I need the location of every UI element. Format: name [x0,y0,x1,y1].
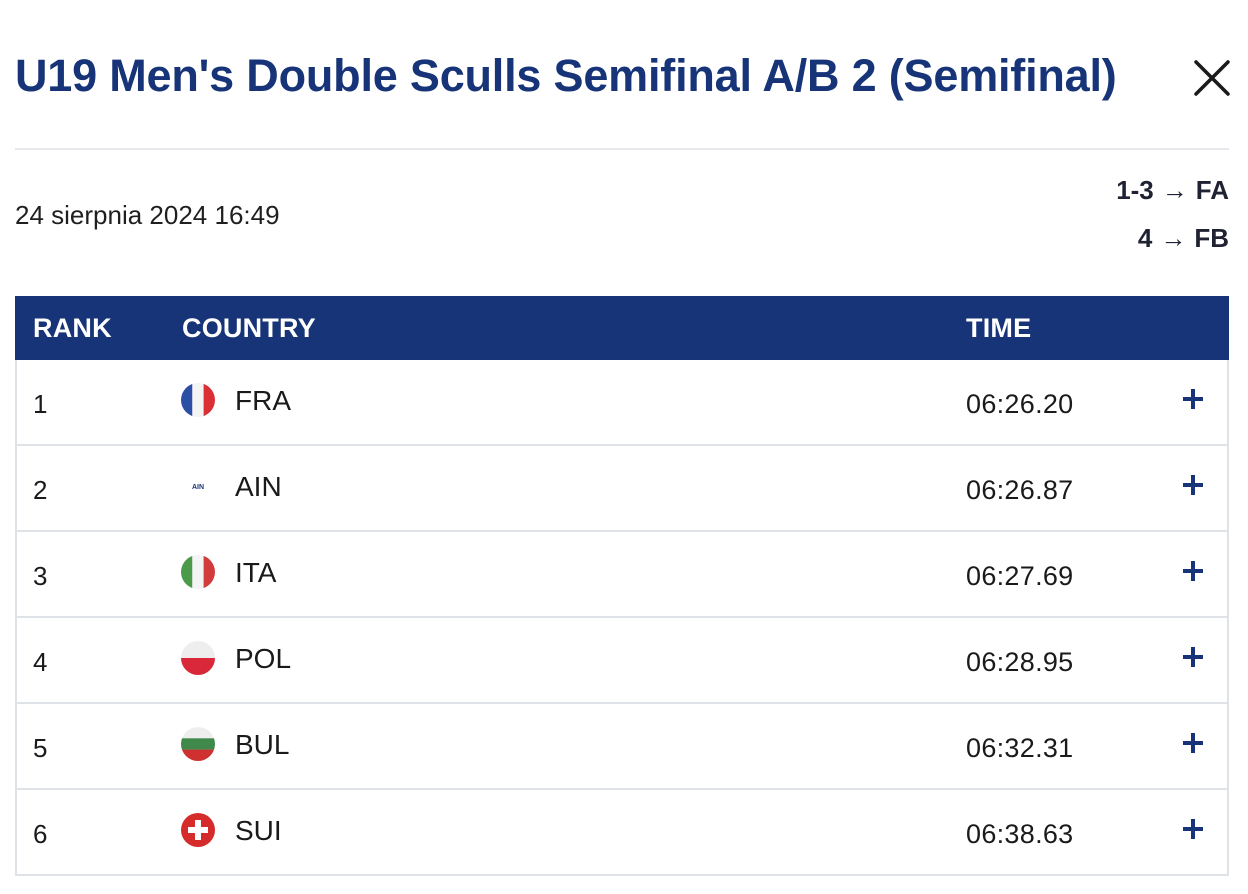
column-header-rank: RANK [33,313,112,343]
rank-cell: 4 [33,647,48,677]
time-cell: 06:28.95 [966,647,1074,677]
table-row[interactable]: 1 FRA 06:26.20 [15,360,1229,446]
time-cell: 06:27.69 [966,561,1074,591]
country-cell: SUI [235,815,282,846]
progression-rule: 1-3 → FA [929,175,1229,206]
plus-icon [1183,561,1203,581]
progression-ranks: 4 [1137,223,1153,253]
country-cell: POL [235,643,292,674]
flag-fra-icon [181,383,215,417]
rank-cell: 6 [33,819,48,849]
arrow-right-icon: → [1161,175,1188,205]
rank-cell: 3 [33,561,48,591]
expand-row-button[interactable] [1181,645,1205,669]
column-header-country: COUNTRY [182,313,316,343]
header-divider [15,148,1229,150]
flag-ita-icon [181,555,215,589]
page-title: U19 Men's Double Sculls Semifinal A/B 2 … [15,50,1117,101]
table-row[interactable]: 2 AIN AIN 06:26.87 [15,446,1229,532]
table-row[interactable]: 4 POL 06:28.95 [15,618,1229,704]
time-cell: 06:32.31 [966,733,1074,763]
close-button[interactable] [1192,58,1232,98]
expand-row-button[interactable] [1181,473,1205,497]
close-icon [1194,60,1230,96]
plus-icon [1183,647,1203,667]
plus-icon [1183,389,1203,409]
time-cell: 06:26.20 [966,389,1074,419]
progression-rule: 4 → FB [929,223,1229,254]
rank-cell: 1 [33,389,48,419]
table-row[interactable]: 6 SUI 06:38.63 [15,790,1229,876]
progression-final: FB [1194,223,1229,253]
plus-icon [1183,819,1203,839]
expand-row-button[interactable] [1181,559,1205,583]
expand-row-button[interactable] [1181,731,1205,755]
country-cell: AIN [235,471,282,502]
flag-ain-icon: AIN [181,469,215,503]
flag-sui-icon [181,813,215,847]
rank-cell: 5 [33,733,48,763]
expand-row-button[interactable] [1181,817,1205,841]
table-row[interactable]: 3 ITA 06:27.69 [15,532,1229,618]
progression-ranks: 1-3 [1116,175,1154,205]
expand-row-button[interactable] [1181,387,1205,411]
country-cell: BUL [235,729,290,760]
country-cell: FRA [235,385,291,416]
plus-icon [1183,733,1203,753]
race-date: 24 sierpnia 2024 16:49 [15,200,280,230]
time-cell: 06:38.63 [966,819,1074,849]
country-cell: ITA [235,557,277,588]
column-header-time: TIME [966,313,1032,343]
rank-cell: 2 [33,475,48,505]
table-header: RANK COUNTRY TIME [15,296,1229,360]
arrow-right-icon: → [1160,223,1187,253]
table-row[interactable]: 5 BUL 06:32.31 [15,704,1229,790]
results-table: RANK COUNTRY TIME 1 FRA 06:26.20 2 AIN A… [15,296,1229,876]
flag-pol-icon [181,641,215,675]
progression-final: FA [1195,175,1229,205]
flag-bul-icon [181,727,215,761]
plus-icon [1183,475,1203,495]
time-cell: 06:26.87 [966,475,1074,505]
ain-flag-text: AIN [192,484,204,491]
